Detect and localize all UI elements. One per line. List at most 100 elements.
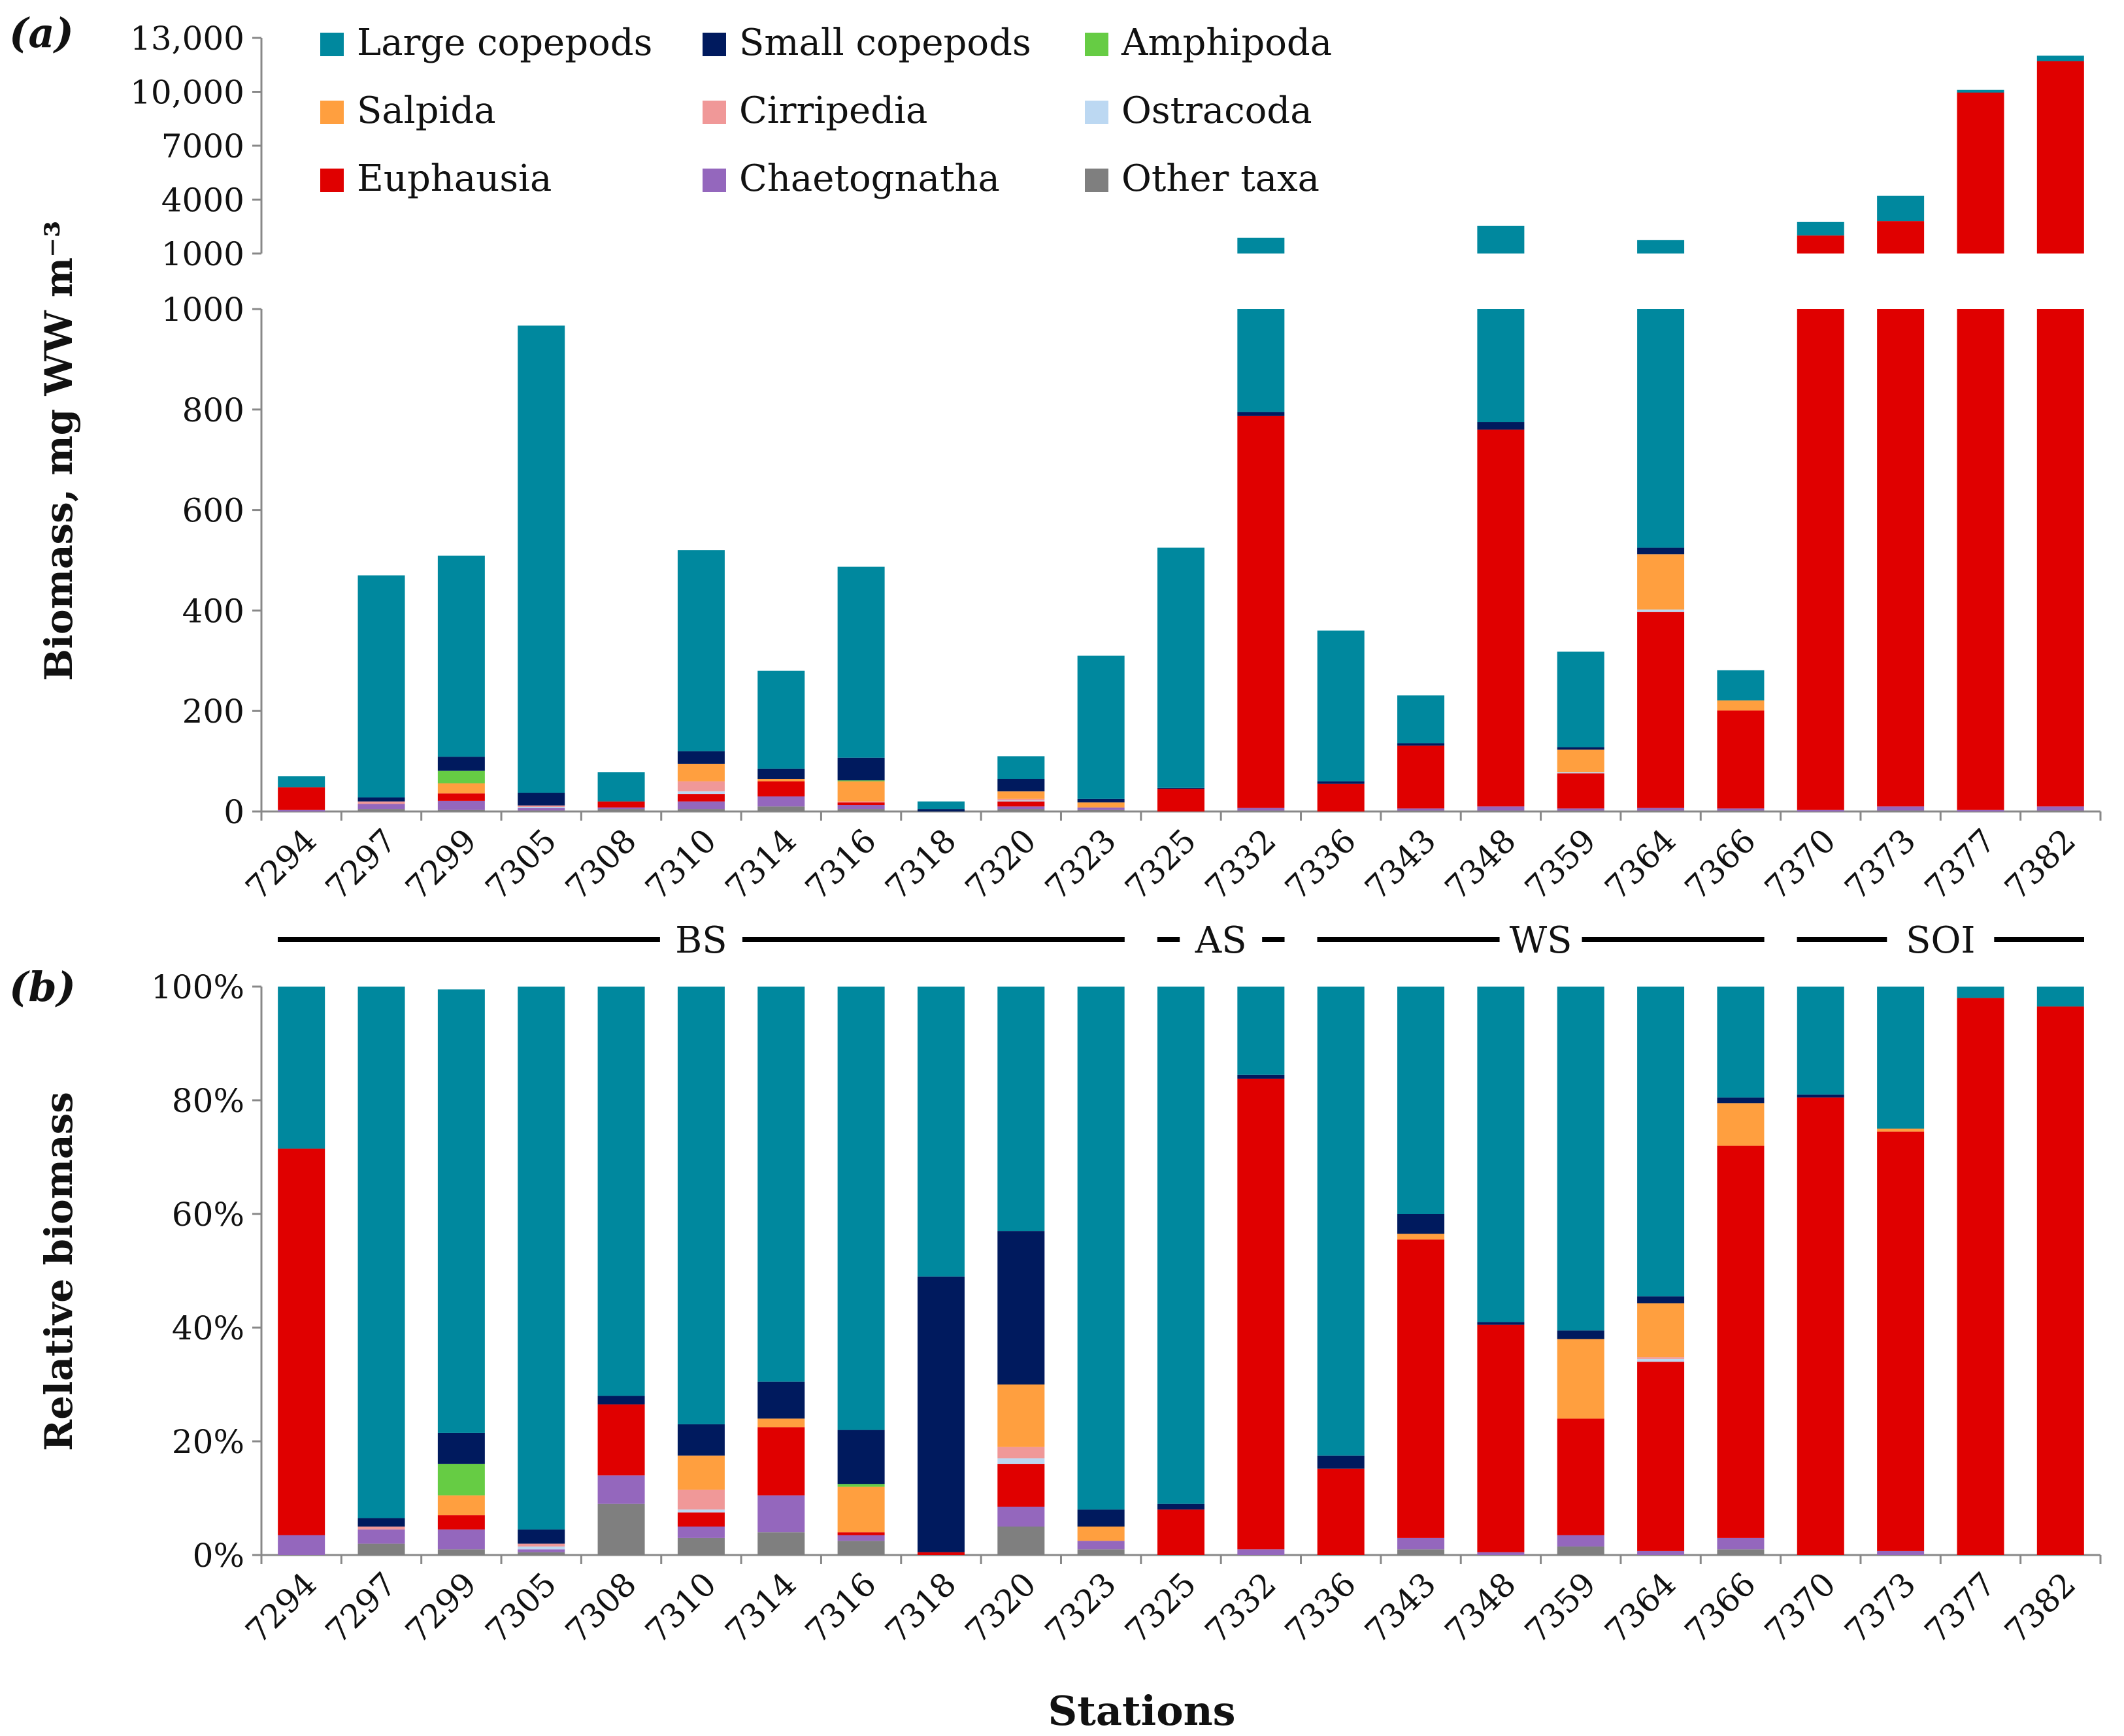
bar-b-salpida [1637, 1303, 1685, 1358]
bar-a-small_copepods [917, 809, 965, 811]
bar-b-cirripedia [677, 1489, 725, 1510]
bar-a-other_taxa [2036, 810, 2084, 811]
bar-b-small_copepods [357, 1518, 405, 1527]
bar-b-small_copepods [597, 1396, 645, 1405]
bar-b-salpida [1557, 1339, 1604, 1419]
bar-b-euphausia [1637, 1362, 1685, 1551]
bar-b-large_copepods [1157, 987, 1204, 1504]
bar-b-euphausia [837, 1532, 885, 1535]
bar-b-euphausia [597, 1404, 645, 1476]
bar-b-euphausia [1237, 1078, 1285, 1550]
bar-a-chaetognatha [1397, 808, 1445, 811]
bar-a-euphausia [1317, 783, 1365, 811]
bar-a-salpida [1077, 802, 1125, 808]
x-tick-label-b: 7316 [798, 1565, 884, 1650]
bar-b-chaetognatha [518, 1549, 565, 1552]
legend-label-cirripedia: Cirripedia [739, 90, 927, 132]
x-tick-label-a: 7308 [558, 821, 644, 907]
bar-a-other_taxa [997, 809, 1045, 811]
x-tick-label-b: 7382 [1997, 1565, 2083, 1650]
y-tick-label-b: 40% [172, 1309, 244, 1347]
bar-a-upper-euphausia [1797, 235, 1844, 254]
y-axis-title-b: Relative biomass [37, 1092, 81, 1451]
bar-a-ostracoda [1637, 609, 1685, 612]
bar-a-upper-large_copepods [1797, 221, 1844, 236]
bar-a-small_copepods [518, 793, 565, 806]
bar-b-ostracoda [518, 1546, 565, 1550]
bar-b-euphausia [757, 1427, 805, 1496]
bar-a-other_taxa [1237, 810, 1285, 811]
bar-a-euphausia [1957, 309, 2004, 810]
bar-a-other_taxa [1877, 810, 1925, 811]
panel-a-label: (a) [9, 9, 74, 57]
bar-b-large_copepods [1077, 987, 1125, 1510]
bar-a-small_copepods [1477, 422, 1525, 430]
y-tick-label-b: 20% [172, 1423, 244, 1461]
x-tick-label-a: 7318 [878, 821, 963, 907]
x-tick-label-b: 7348 [1438, 1565, 1523, 1650]
bar-a-upper-large_copepods [1637, 240, 1685, 254]
bar-a-salpida [837, 781, 885, 802]
bar-a-upper-large_copepods [1477, 225, 1525, 254]
bar-a-large_copepods [917, 801, 965, 810]
x-tick-label-b: 7336 [1278, 1565, 1363, 1650]
bar-a-other_taxa [1077, 810, 1125, 811]
bar-b-small_copepods [1317, 1455, 1365, 1469]
legend-swatch-chaetognatha [703, 169, 726, 192]
bar-b-chaetognatha [757, 1495, 805, 1533]
bar-a-other_taxa [677, 809, 725, 811]
x-tick-label-a: 7359 [1518, 821, 1603, 907]
bar-b-large_copepods [1237, 987, 1285, 1075]
bar-b-other_taxa [1717, 1549, 1765, 1555]
x-tick-label-b: 7310 [638, 1565, 723, 1650]
legend-swatch-euphausia [320, 169, 344, 192]
y-tick-label-a-upper: 10,000 [130, 74, 244, 112]
bar-a-ostracoda [997, 800, 1045, 802]
bar-a-other_taxa [518, 810, 565, 811]
bar-a-small_copepods [1637, 548, 1685, 555]
bar-a-other_taxa [357, 809, 405, 811]
bar-b-euphausia [1717, 1145, 1765, 1538]
x-tick-label-a: 7316 [798, 821, 884, 907]
bar-b-other_taxa [757, 1532, 805, 1555]
x-tick-label-b: 7332 [1198, 1565, 1284, 1650]
bar-a-small_copepods [997, 779, 1045, 792]
bar-a-upper-euphausia [1957, 91, 2004, 254]
bar-b-euphausia [1477, 1324, 1525, 1552]
bar-b-small_copepods [1557, 1330, 1604, 1339]
x-tick-label-a: 7343 [1358, 821, 1444, 907]
region-label: AS [1195, 919, 1247, 962]
bar-b-euphausia [1797, 1097, 1844, 1555]
legend-swatch-cirripedia [703, 101, 726, 124]
bar-a-other_taxa [1557, 810, 1604, 811]
bar-a-chaetognatha [1077, 807, 1125, 810]
legend-swatch-ostracoda [1085, 101, 1108, 124]
bar-b-ostracoda [1637, 1358, 1685, 1362]
bar-b-cirripedia [518, 1543, 565, 1547]
bar-b-ostracoda [677, 1509, 725, 1513]
bar-a-small_copepods [1077, 798, 1125, 803]
bar-b-amphipoda [837, 1484, 885, 1487]
bar-b-salpida [677, 1455, 725, 1490]
bar-a-euphausia [437, 793, 485, 801]
legend-label-ostracoda: Ostracoda [1121, 90, 1312, 132]
bar-b-euphausia [997, 1464, 1045, 1507]
bar-a-salpida [1717, 700, 1765, 711]
x-tick-label-a: 7305 [478, 821, 564, 907]
bar-a-large_copepods [1637, 309, 1685, 548]
bar-a-euphausia [837, 802, 885, 806]
bar-b-euphausia [677, 1512, 725, 1527]
bar-a-small_copepods [757, 768, 805, 779]
y-tick-label-b: 60% [172, 1196, 244, 1234]
x-tick-label-b: 7308 [558, 1565, 644, 1650]
bar-b-large_copepods [518, 987, 565, 1530]
bar-b-small_copepods [1397, 1214, 1445, 1234]
bar-a-chaetognatha [1957, 810, 2004, 811]
bar-b-cirripedia [357, 1526, 405, 1530]
bar-a-small_copepods [357, 797, 405, 802]
bar-b-salpida [997, 1384, 1045, 1447]
bar-a-upper-large_copepods [2036, 56, 2084, 61]
bar-a-euphausia [677, 794, 725, 802]
bar-a-large_copepods [997, 756, 1045, 779]
